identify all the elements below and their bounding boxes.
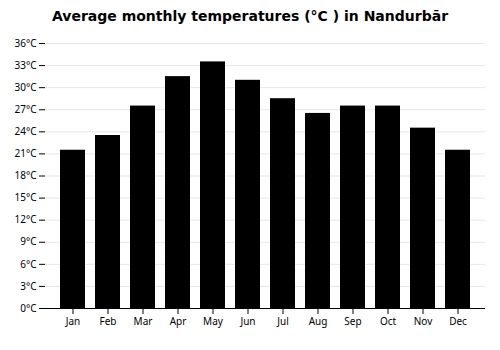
svg-text:Feb: Feb (100, 314, 117, 328)
svg-text:Jun: Jun (239, 314, 255, 328)
svg-text:Nov: Nov (414, 314, 433, 328)
svg-text:Apr: Apr (170, 314, 187, 328)
svg-text:0°C: 0°C (20, 301, 37, 315)
svg-text:24°C: 24°C (14, 124, 37, 138)
svg-text:36°C: 36°C (14, 36, 37, 50)
svg-text:Aug: Aug (309, 314, 328, 328)
svg-text:Mar: Mar (134, 314, 153, 328)
svg-text:6°C: 6°C (20, 257, 37, 271)
svg-text:3°C: 3°C (20, 279, 37, 293)
svg-text:12°C: 12°C (14, 212, 37, 226)
svg-text:27°C: 27°C (14, 102, 37, 116)
svg-text:Sep: Sep (344, 314, 361, 328)
svg-text:9°C: 9°C (20, 234, 37, 248)
svg-text:May: May (203, 314, 224, 328)
svg-text:Dec: Dec (449, 314, 467, 328)
svg-text:18°C: 18°C (14, 168, 37, 182)
svg-text:Jan: Jan (65, 314, 81, 328)
svg-text:21°C: 21°C (14, 146, 37, 160)
svg-text:Oct: Oct (380, 314, 397, 328)
svg-text:15°C: 15°C (14, 190, 37, 204)
svg-text:33°C: 33°C (14, 58, 37, 72)
html-text:Average monthly temperatures (: Average monthly temperatures (°C ) in Na… (51, 8, 448, 24)
svg-text:30°C: 30°C (14, 80, 37, 94)
svg-text:Jul: Jul (276, 314, 289, 328)
